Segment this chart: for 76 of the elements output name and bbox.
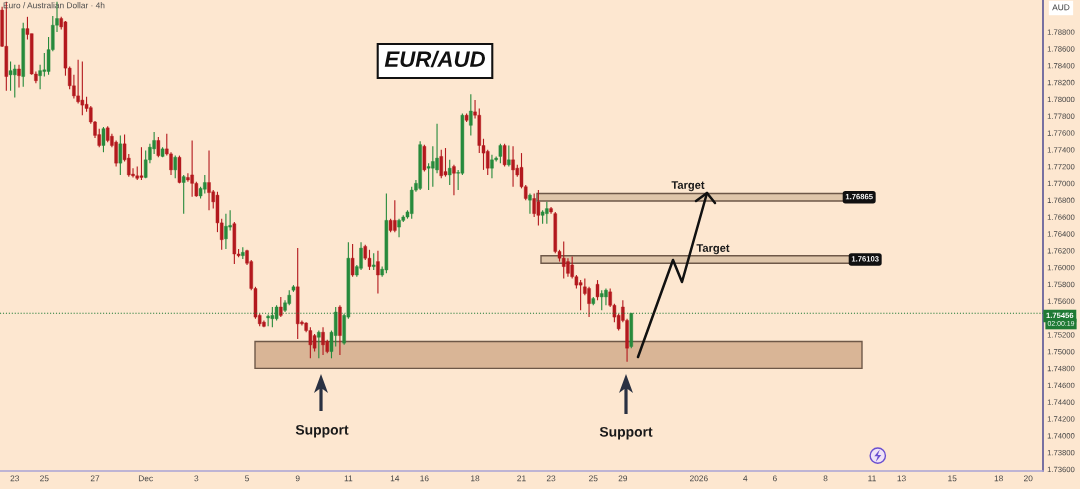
x-tick-label: 29: [618, 475, 628, 482]
candlestick: [502, 143, 507, 168]
candlestick: [422, 144, 427, 173]
x-tick-label: 11: [344, 475, 353, 482]
x-tick-label: 27: [90, 475, 100, 482]
y-axis-title: AUD: [1052, 4, 1070, 11]
x-tick-label: 18: [994, 475, 1003, 482]
annotation: Target: [671, 181, 705, 192]
candlestick: [426, 162, 431, 191]
x-tick-label: 23: [546, 475, 556, 482]
x-tick-label: 2026: [690, 475, 708, 482]
candlestick: [279, 296, 283, 318]
candlestick: [397, 218, 401, 238]
candlestick: [507, 144, 511, 168]
candlestick: [452, 164, 456, 196]
x-tick-label: 15: [948, 475, 957, 482]
candlestick: [173, 155, 177, 179]
candlestick: [595, 279, 600, 301]
x-tick-label: 4: [743, 475, 748, 482]
candlestick: [17, 64, 21, 89]
x-tick-label: 9: [295, 475, 300, 482]
candlestick: [321, 326, 325, 356]
candlestick: [118, 134, 123, 176]
candlestick: [270, 306, 275, 328]
candlestick: [587, 286, 591, 318]
annotation: Support: [295, 424, 349, 438]
annotation: Target: [696, 244, 730, 255]
x-tick-label: 13: [897, 475, 906, 482]
candlestick: [435, 123, 439, 174]
x-tick-label: 25: [40, 475, 49, 482]
x-tick-label: 14: [390, 475, 400, 482]
candlestick: [139, 146, 144, 181]
x-tick-label: 6: [772, 475, 777, 482]
candlestick: [38, 64, 42, 90]
candlestick: [101, 126, 106, 153]
candlestick: [490, 154, 494, 179]
x-tick-label: 21: [517, 475, 526, 482]
x-tick-label: 11: [868, 475, 876, 482]
candlestick: [317, 329, 321, 359]
candlestick: [333, 306, 338, 348]
candlestick: [80, 60, 85, 116]
candlestick: [600, 289, 604, 311]
candlestick: [536, 189, 541, 226]
candlestick: [566, 257, 570, 278]
x-tick-label: 20: [1024, 475, 1033, 482]
x-tick-label: 23: [10, 475, 20, 482]
candlestick: [469, 93, 473, 136]
candlestick: [207, 149, 211, 211]
x-tick-label: 16: [420, 475, 429, 482]
x-tick-label: 25: [589, 475, 598, 482]
x-tick-label: 8: [823, 475, 828, 482]
candlestick: [8, 60, 13, 92]
x-tick-label: 3: [194, 475, 199, 482]
candlestick: [578, 279, 583, 311]
x-tick-label: 5: [245, 475, 249, 482]
candlestick: [350, 243, 355, 278]
annotation: Support: [599, 426, 653, 440]
candlestick: [181, 174, 186, 215]
candlestick: [498, 143, 503, 164]
candlestick: [186, 172, 190, 183]
candlestick: [511, 145, 515, 188]
candlestick: [266, 314, 270, 327]
candlestick: [376, 250, 380, 295]
candlestick: [604, 287, 608, 306]
candlestick: [224, 213, 228, 250]
candlestick: [308, 326, 313, 359]
candlestick: [367, 249, 372, 271]
candlestick: [443, 147, 448, 178]
candlestick: [169, 151, 173, 176]
candlestick: [156, 136, 161, 158]
x-tick-label: 18: [471, 475, 480, 482]
text: EUR/AUD: [384, 50, 485, 68]
candlestick: [447, 159, 452, 186]
x-tick-label: Dec: [138, 475, 153, 482]
candlestick: [528, 192, 532, 215]
candlestick: [485, 149, 490, 176]
